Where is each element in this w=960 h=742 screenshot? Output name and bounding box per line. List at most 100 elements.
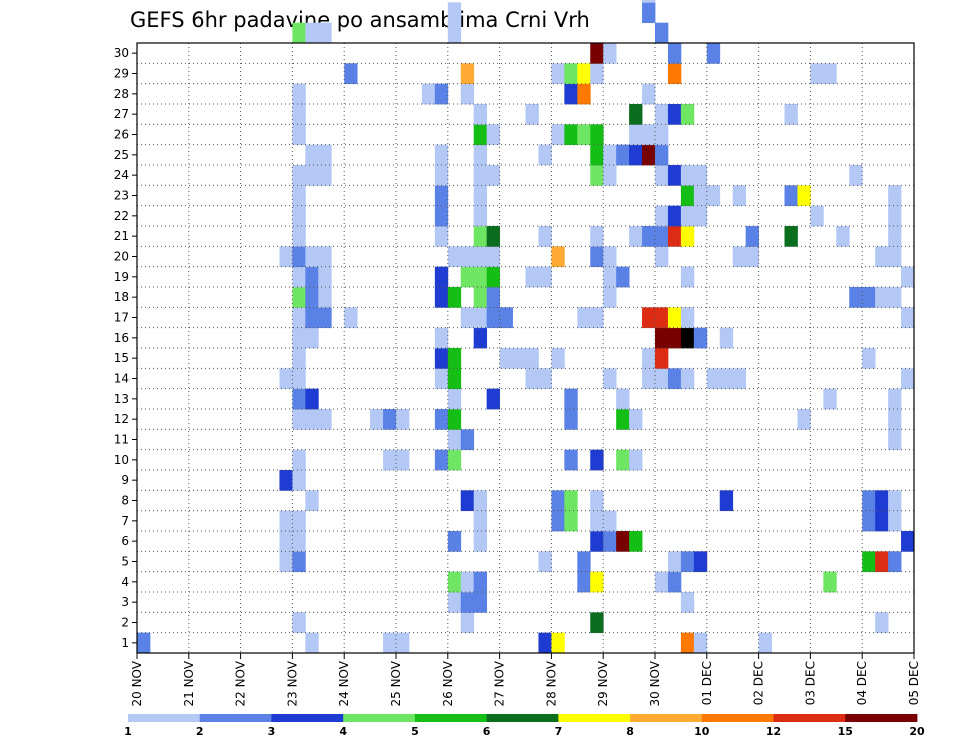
- precip-cell: [279, 368, 293, 390]
- precip-cell: [396, 632, 410, 654]
- precip-cell: [279, 531, 293, 552]
- y-tick-label: 1: [121, 636, 129, 650]
- x-tick-label: 23 NOV: [285, 660, 299, 706]
- precip-cell: [758, 632, 772, 654]
- precip-cell: [292, 307, 306, 329]
- plot-frame: [136, 42, 915, 654]
- precip-cell: [564, 63, 578, 85]
- precip-cell: [862, 490, 876, 512]
- precip-cell: [383, 409, 397, 430]
- precip-cell: [719, 327, 734, 349]
- precip-cell: [823, 571, 837, 593]
- x-tick-label: 21 NOV: [182, 660, 196, 706]
- precip-cell: [590, 510, 604, 532]
- y-tick-label: 30: [114, 46, 129, 60]
- precip-cell: [667, 104, 682, 125]
- precip-cell: [538, 551, 552, 573]
- precip-cell: [629, 531, 643, 552]
- precip-cell: [680, 592, 695, 613]
- precip-cell: [784, 226, 798, 247]
- y-tick-label: 27: [114, 107, 129, 121]
- precip-cell: [603, 368, 617, 390]
- precip-cell: [797, 409, 811, 430]
- precip-cell: [344, 63, 358, 85]
- precip-cell: [473, 490, 488, 512]
- precip-cell: [901, 531, 915, 552]
- precip-cell: [486, 388, 500, 410]
- precip-cell: [875, 246, 889, 268]
- precip-cell: [473, 185, 488, 207]
- colorbar-label: 15: [838, 725, 853, 738]
- precip-cell: [434, 266, 449, 288]
- precip-cell: [473, 144, 488, 166]
- x-tick-label: 27 NOV: [493, 660, 507, 706]
- precip-cell: [875, 490, 889, 512]
- precip-cell: [460, 612, 475, 634]
- precip-cell: [784, 185, 798, 207]
- precip-cell: [706, 368, 721, 390]
- y-tick-label: 25: [114, 148, 129, 162]
- colorbar-label: 4: [339, 725, 347, 738]
- precip-cell: [305, 266, 319, 288]
- precip-cell: [538, 226, 552, 247]
- precip-cell: [590, 63, 604, 85]
- precip-cell: [888, 246, 902, 268]
- precip-cell: [655, 226, 669, 247]
- precip-cell: [434, 368, 449, 390]
- precip-cell: [616, 409, 630, 430]
- y-tick-label: 24: [114, 168, 129, 182]
- precip-cell: [305, 307, 319, 329]
- precip-cell: [473, 124, 488, 146]
- precip-cell: [862, 348, 876, 369]
- precip-cell: [305, 388, 319, 410]
- precip-cell: [667, 205, 682, 227]
- precip-cell: [590, 571, 604, 593]
- precip-cell: [486, 124, 500, 146]
- precip-cell: [655, 22, 669, 44]
- precip-cell: [460, 592, 475, 613]
- precip-cell: [292, 266, 306, 288]
- precip-cell: [486, 307, 500, 329]
- precip-cell: [616, 449, 630, 471]
- precip-cell: [655, 246, 669, 268]
- precip-cell: [564, 83, 578, 105]
- precip-cell: [292, 510, 306, 532]
- precip-cell: [318, 144, 332, 166]
- precip-cell: [279, 510, 293, 532]
- precip-cell: [655, 307, 669, 329]
- precip-cell: [434, 409, 449, 430]
- precip-cell: [667, 63, 682, 85]
- precip-cell: [706, 185, 721, 207]
- colorbar-label: 3: [268, 725, 276, 738]
- precip-cell: [292, 165, 306, 186]
- precip-cell: [564, 490, 578, 512]
- precip-cell: [318, 22, 332, 44]
- precip-cell: [629, 104, 643, 125]
- precip-cell: [577, 63, 591, 85]
- colorbar-label: 2: [196, 725, 204, 738]
- precip-cell: [447, 531, 462, 552]
- precip-cell: [693, 185, 708, 207]
- precip-cell: [434, 287, 449, 308]
- precip-cell: [486, 226, 500, 247]
- precip-cell: [525, 104, 539, 125]
- precip-cell: [901, 307, 915, 329]
- precip-cell: [279, 470, 293, 491]
- precip-cell: [603, 246, 617, 268]
- precip-cell: [305, 490, 319, 512]
- precip-cell: [590, 490, 604, 512]
- colorbar-label: 5: [411, 725, 419, 738]
- precip-cell: [538, 368, 552, 390]
- precip-cell: [292, 246, 306, 268]
- precip-cell: [590, 144, 604, 166]
- x-tick-label: 22 NOV: [234, 660, 248, 706]
- precip-cell: [292, 124, 306, 146]
- colorbar-swatch: [701, 714, 774, 722]
- precip-cell: [655, 327, 669, 349]
- precip-cell: [603, 287, 617, 308]
- precip-cell: [396, 449, 410, 471]
- precip-cell: [447, 429, 462, 451]
- precip-cell: [849, 287, 863, 308]
- precip-cell: [862, 287, 876, 308]
- precip-cell: [279, 246, 293, 268]
